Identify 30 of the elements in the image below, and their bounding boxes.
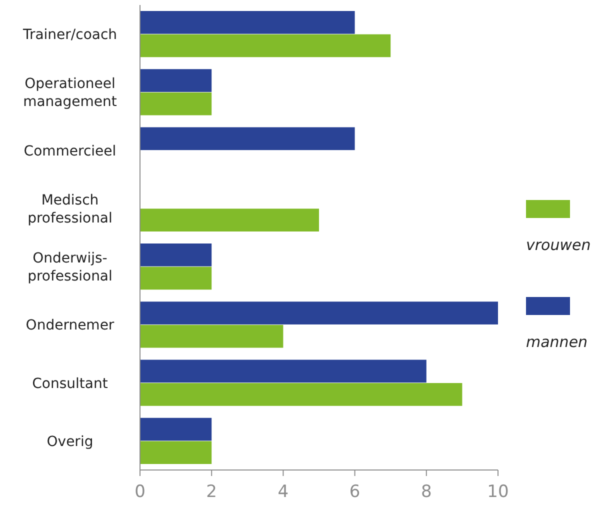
bar [140,127,355,150]
x-tick-label: 2 [206,482,218,502]
x-tick-label: 8 [420,482,432,502]
y-tick-label: Overig [46,434,94,450]
x-tick-label: 0 [134,482,146,502]
legend-label: mannen [526,333,588,351]
y-tick-label: Medisch professional [28,192,112,226]
bar [140,324,284,348]
legend-label: vrouwen [526,236,591,254]
y-tick-label: Trainer/coach [22,27,118,44]
bar [140,360,426,383]
x-tick-label: 10 [487,482,509,502]
y-tick-label: Onderwijs-professional [28,250,112,285]
bar [140,266,212,290]
bar [140,441,212,464]
bar [140,302,498,324]
bar [140,418,212,441]
y-tick-label: Consultant [32,376,108,392]
y-tick-label: Commercieel [24,143,116,160]
x-tick-label: 6 [349,482,360,502]
x-tick-label: 4 [278,482,289,502]
bar [140,208,319,232]
bar [140,34,391,58]
bar [140,244,212,266]
y-tick-label: Operationeel management [23,76,118,110]
bar [140,11,355,34]
bar [140,383,462,406]
bar [140,92,212,116]
y-tick-label: Ondernemer [26,318,114,334]
bar [140,69,212,92]
